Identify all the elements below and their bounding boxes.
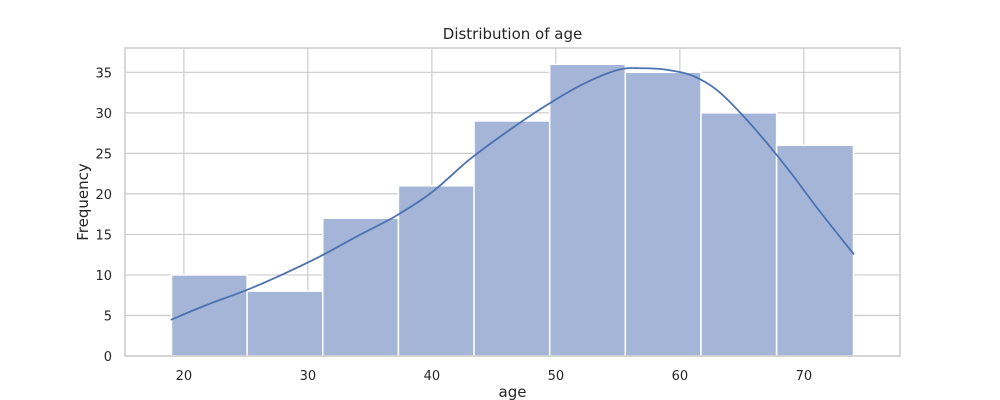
x-tick-label-20: 20 [176, 369, 193, 384]
histogram-bar-8 [700, 112, 778, 357]
x-tick-label-50: 50 [548, 369, 565, 384]
histogram-bar-3 [322, 217, 400, 357]
axes-frame [124, 47, 901, 357]
x-tick-label-60: 60 [672, 369, 689, 384]
histogram-bar-9 [775, 144, 855, 357]
y-tick-label-0: 0 [104, 350, 112, 365]
x-axis-label: age [499, 383, 527, 400]
y-tick-label-20: 20 [95, 188, 112, 203]
x-tick-label-40: 40 [424, 369, 441, 384]
y-tick-label-35: 35 [95, 66, 112, 81]
histogram-bar-4 [397, 185, 475, 357]
x-tick-label-70: 70 [796, 369, 813, 384]
histogram-bar-7 [624, 71, 702, 357]
y-axis-ticks: 0 5 10 15 20 25 30 35 [95, 66, 112, 365]
histogram-bar-2 [246, 290, 324, 357]
x-axis-ticks: 20 30 40 50 60 70 [176, 369, 813, 384]
y-tick-label-5: 5 [104, 309, 112, 324]
y-tick-label-25: 25 [95, 147, 112, 162]
y-axis-label: Frequency [74, 163, 92, 241]
y-tick-label-30: 30 [95, 107, 112, 122]
chart-title: Distribution of age [443, 25, 582, 43]
histogram-bar-5 [473, 120, 551, 357]
x-tick-label-30: 30 [300, 369, 317, 384]
kde-curve [170, 67, 855, 321]
y-tick-label-10: 10 [95, 269, 112, 284]
y-tick-label-15: 15 [95, 228, 112, 243]
histogram-bars [170, 63, 855, 357]
histogram-bar-6 [548, 63, 627, 357]
